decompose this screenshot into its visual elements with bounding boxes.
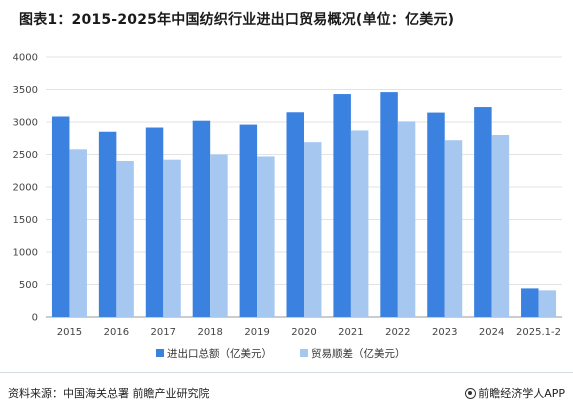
y-tick-label: 500 — [19, 280, 38, 291]
legend: 进出口总额（亿美元） 贸易顺差（亿美元） — [156, 347, 406, 360]
brand-logo-icon — [465, 387, 477, 399]
bar-surplus — [304, 142, 322, 317]
legend-label: 贸易顺差（亿美元） — [311, 347, 406, 360]
bar-total — [427, 112, 445, 317]
legend-label: 进出口总额（亿美元） — [167, 347, 272, 360]
footer: 资料来源：中国海关总署 前瞻产业研究院 前瞻经济学人APP — [0, 372, 573, 413]
y-tick-label: 4000 — [13, 53, 38, 64]
bar-total — [521, 288, 539, 317]
x-tick-label: 2018 — [197, 327, 222, 338]
y-tick-label: 3500 — [13, 85, 38, 96]
x-tick-label: 2024 — [479, 327, 504, 338]
bar-surplus — [444, 140, 463, 317]
x-tick-label: 2020 — [291, 327, 316, 338]
bar-surplus — [538, 290, 557, 317]
y-axis-ticks: 0 500 1000 1500 2000 2500 3000 3500 4000 — [13, 53, 38, 324]
legend-swatch — [156, 349, 164, 357]
bar-surplus — [257, 156, 275, 317]
bar-surplus — [397, 121, 416, 317]
bar-surplus — [210, 154, 228, 317]
source-text: 资料来源：中国海关总署 前瞻产业研究院 — [8, 387, 210, 400]
brand: 前瞻经济学人APP — [465, 385, 565, 401]
bar-total — [51, 116, 70, 317]
brand-text: 前瞻经济学人APP — [478, 387, 565, 400]
bar-total — [239, 124, 258, 317]
bar-total — [192, 120, 211, 317]
legend-swatch — [300, 349, 308, 357]
bar-surplus — [163, 159, 181, 317]
x-tick-label: 2017 — [151, 327, 176, 338]
x-tick-label: 2023 — [432, 327, 457, 338]
x-tick-label: 2025.1-2 — [516, 327, 561, 338]
y-tick-label: 0 — [32, 313, 38, 324]
bar-surplus — [69, 149, 87, 317]
chart-title: 图表1：2015-2025年中国纺织行业进出口贸易概况(单位：亿美元) — [19, 12, 455, 28]
bar-surplus — [350, 130, 369, 317]
bar-total — [474, 107, 492, 317]
x-tick-label: 2015 — [57, 327, 82, 338]
bar-total — [145, 127, 164, 318]
x-axis-ticks: 2015 2016 2017 2018 2019 2020 2021 2022 2023 2024… — [57, 327, 561, 338]
y-tick-label: 3000 — [13, 118, 38, 129]
bar-surplus — [116, 161, 134, 317]
y-tick-label: 1000 — [13, 248, 38, 259]
y-tick-label: 1500 — [13, 215, 38, 226]
x-tick-label: 2016 — [104, 327, 129, 338]
x-tick-label: 2022 — [385, 327, 410, 338]
legend-item-surplus: 贸易顺差（亿美元） — [300, 347, 406, 360]
legend-item-total: 进出口总额（亿美元） — [156, 347, 272, 360]
bar-total — [98, 131, 117, 317]
y-tick-label: 2000 — [13, 183, 38, 194]
y-tick-label: 2500 — [13, 150, 38, 161]
bars — [51, 92, 557, 318]
x-tick-label: 2019 — [244, 327, 269, 338]
bar-surplus — [491, 135, 510, 317]
bar-total — [286, 112, 304, 317]
bar-total — [380, 92, 398, 317]
bar-total — [333, 94, 351, 317]
x-tick-label: 2021 — [338, 327, 363, 338]
